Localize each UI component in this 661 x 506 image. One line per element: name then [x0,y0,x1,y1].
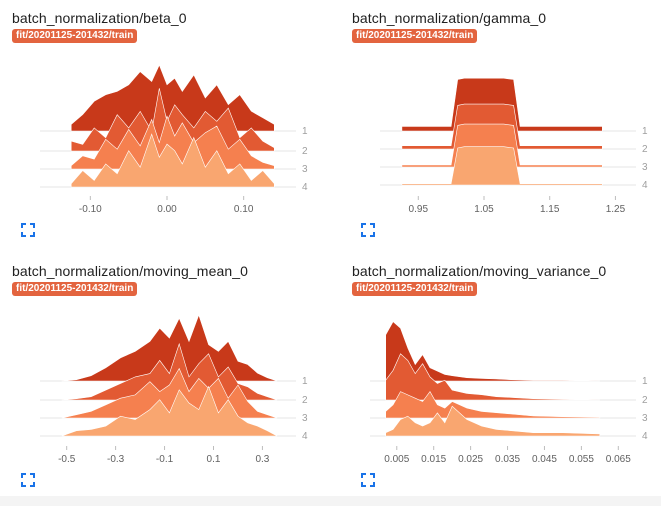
x-tick-label: 0.00 [157,204,177,214]
chart-panel-beta: batch_normalization/beta_0 fit/20201125-… [12,10,332,240]
run-badge: fit/20201125-201432/train [12,282,138,296]
chart-title: batch_normalization/beta_0 [12,10,187,26]
x-tick-label: -0.5 [58,454,76,465]
histogram-ridge-4 [401,146,603,186]
series-label: 2 [642,144,648,155]
run-badge: fit/20201125-201432/train [352,29,478,43]
series-label: 3 [642,162,648,173]
fullscreen-icon[interactable] [360,222,376,238]
x-tick-label: 0.065 [606,454,631,465]
histogram-chart-beta: 1 2 3 4 -0.10 0.00 0.10 [40,64,308,214]
x-tick-label: 1.25 [606,204,626,214]
chart-panel-moving-variance: batch_normalization/moving_variance_0 fi… [352,263,661,493]
x-tick-label: 0.95 [409,204,429,214]
x-tick-label: 0.035 [495,454,520,465]
histogram-ridge-4 [70,133,275,188]
x-tick-label: 1.05 [474,204,494,214]
x-tick-label: 0.055 [569,454,594,465]
histogram-ridge-2 [70,88,275,152]
histogram-chart-gamma: 1 2 3 4 0.95 1.05 1.15 1.25 [380,77,648,214]
x-tick-label: 0.3 [255,454,269,465]
x-tick-label: 1.15 [540,204,560,214]
x-tick-label: 0.025 [458,454,483,465]
histogram-ridge-4 [385,405,601,437]
fullscreen-icon[interactable] [20,222,36,238]
chart-title: batch_normalization/moving_variance_0 [352,263,607,279]
chart-title: batch_normalization/gamma_0 [352,10,547,26]
histogram-ridge-3 [385,391,601,419]
x-tick-label: 0.005 [384,454,409,465]
x-tick-label: -0.10 [79,204,102,214]
series-label: 4 [302,182,308,193]
series-label: 4 [642,180,648,191]
histogram-chart-moving-variance: 1 2 3 4 0.005 0.015 0.025 0.035 0.045 0.055 0.065 [370,321,648,465]
x-tick-label: 0.045 [532,454,557,465]
x-tick-label: 0.10 [234,204,254,214]
histogram-ridge-3 [61,367,278,419]
x-tick-label: 0.1 [207,454,221,465]
x-tick-label: -0.1 [156,454,174,465]
series-label: 3 [302,164,308,175]
run-badge: fit/20201125-201432/train [352,282,478,296]
series-label: 4 [302,431,308,442]
series-label: 2 [642,395,648,406]
series-label: 1 [642,126,648,137]
series-label: 3 [302,413,308,424]
histogram-chart-moving-mean: 1 2 3 4 -0.5 -0.3 -0.1 0.1 0.3 [40,314,308,465]
series-label: 2 [302,146,308,157]
series-label: 3 [642,413,648,424]
histogram-ridge-3 [401,123,603,168]
footer-bar [0,496,661,506]
histogram-ridge-2 [61,342,278,401]
fullscreen-icon[interactable] [360,472,376,488]
chart-panel-moving-mean: batch_normalization/moving_mean_0 fit/20… [12,263,332,493]
histogram-ridge-1 [61,314,278,382]
series-label: 1 [302,126,308,137]
series-label: 1 [302,376,308,387]
series-label: 1 [642,376,648,387]
fullscreen-icon[interactable] [20,472,36,488]
run-badge: fit/20201125-201432/train [12,29,138,43]
series-label: 2 [302,395,308,406]
x-tick-label: 0.015 [421,454,446,465]
series-label: 4 [642,431,648,442]
histogram-ridge-3 [70,115,275,170]
chart-title: batch_normalization/moving_mean_0 [12,263,248,279]
histogram-ridge-4 [61,385,278,437]
x-tick-label: -0.3 [107,454,125,465]
histogram-ridge-2 [385,353,600,401]
chart-panel-gamma: batch_normalization/gamma_0 fit/20201125… [352,10,661,240]
